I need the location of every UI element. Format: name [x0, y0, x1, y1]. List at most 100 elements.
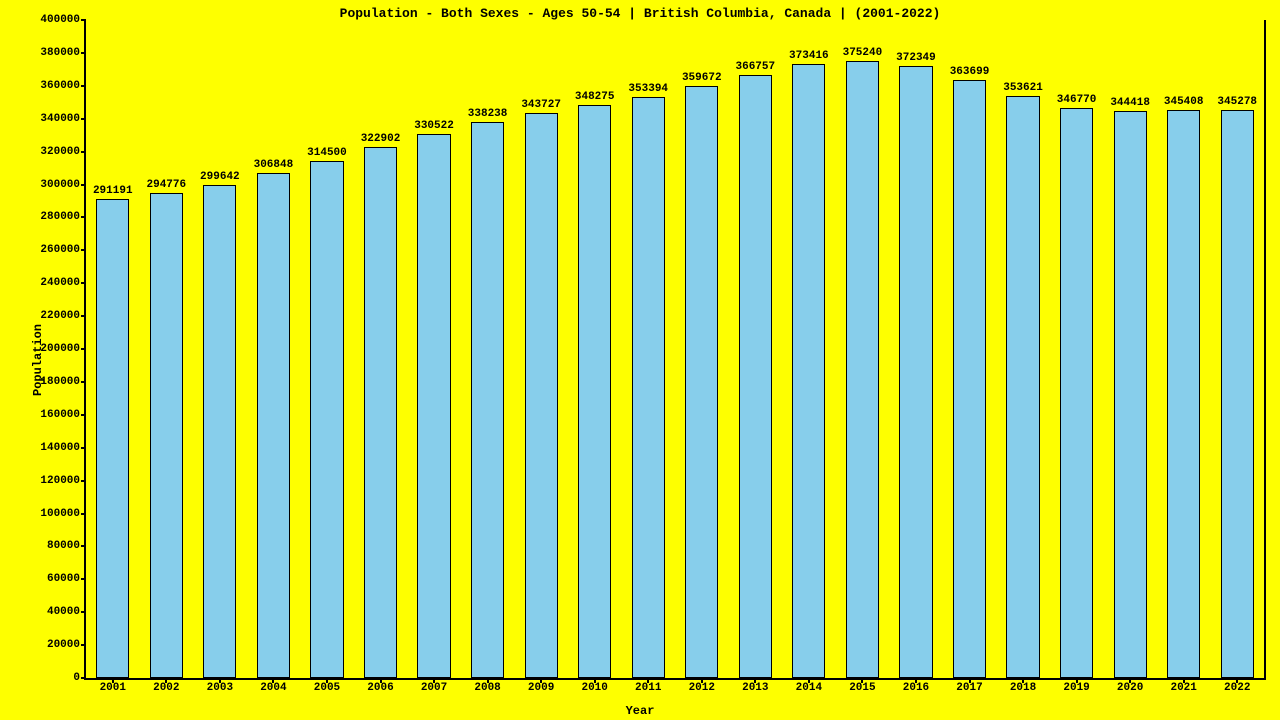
- y-tick-mark: [81, 216, 86, 218]
- y-tick-label: 220000: [40, 310, 86, 322]
- x-tick-mark: [1076, 678, 1078, 683]
- y-tick-label: 300000: [40, 179, 86, 191]
- bar: [150, 193, 183, 678]
- bar-value-label: 343727: [521, 99, 561, 111]
- bar: [899, 66, 932, 679]
- bar-value-label: 346770: [1057, 94, 1097, 106]
- y-tick-label: 140000: [40, 442, 86, 454]
- bar-value-label: 294776: [147, 179, 187, 191]
- bar: [792, 64, 825, 678]
- bar-value-label: 353394: [628, 83, 668, 95]
- y-tick-mark: [81, 19, 86, 21]
- bar-value-label: 353621: [1003, 82, 1043, 94]
- y-tick-mark: [81, 249, 86, 251]
- bar: [364, 147, 397, 678]
- bar: [310, 161, 343, 678]
- x-tick-mark: [594, 678, 596, 683]
- bar-value-label: 338238: [468, 108, 508, 120]
- x-tick-mark: [1129, 678, 1131, 683]
- bar-value-label: 363699: [950, 66, 990, 78]
- bar-value-label: 345408: [1164, 96, 1204, 108]
- bar-value-label: 375240: [843, 47, 883, 59]
- bar: [203, 185, 236, 678]
- y-tick-label: 360000: [40, 80, 86, 92]
- x-tick-mark: [1022, 678, 1024, 683]
- x-tick-mark: [754, 678, 756, 683]
- x-tick-mark: [540, 678, 542, 683]
- y-tick-label: 280000: [40, 211, 86, 223]
- y-tick-mark: [81, 348, 86, 350]
- y-tick-mark: [81, 545, 86, 547]
- y-tick-mark: [81, 282, 86, 284]
- y-tick-mark: [81, 85, 86, 87]
- x-tick-mark: [112, 678, 114, 683]
- bar: [1060, 108, 1093, 678]
- y-tick-mark: [81, 118, 86, 120]
- y-tick-mark: [81, 151, 86, 153]
- y-tick-label: 340000: [40, 113, 86, 125]
- bar: [578, 105, 611, 678]
- y-tick-mark: [81, 578, 86, 580]
- x-tick-mark: [219, 678, 221, 683]
- y-tick-mark: [81, 677, 86, 679]
- x-tick-mark: [915, 678, 917, 683]
- bar-value-label: 345278: [1217, 96, 1257, 108]
- x-tick-mark: [861, 678, 863, 683]
- x-tick-mark: [1183, 678, 1185, 683]
- bar-value-label: 348275: [575, 91, 615, 103]
- y-tick-mark: [81, 513, 86, 515]
- x-tick-mark: [647, 678, 649, 683]
- y-tick-label: 160000: [40, 409, 86, 421]
- y-tick-mark: [81, 184, 86, 186]
- x-axis-label: Year: [0, 704, 1280, 718]
- bar-value-label: 299642: [200, 171, 240, 183]
- bar: [417, 134, 450, 678]
- bar-value-label: 322902: [361, 133, 401, 145]
- y-tick-label: 260000: [40, 244, 86, 256]
- x-tick-mark: [272, 678, 274, 683]
- plot-area: 0200004000060000800001000001200001400001…: [84, 20, 1266, 680]
- y-tick-label: 120000: [40, 475, 86, 487]
- bar: [525, 113, 558, 678]
- bar-value-label: 291191: [93, 185, 133, 197]
- bar-value-label: 314500: [307, 147, 347, 159]
- bar: [257, 173, 290, 678]
- y-tick-label: 400000: [40, 14, 86, 26]
- x-tick-mark: [969, 678, 971, 683]
- bar-value-label: 330522: [414, 120, 454, 132]
- bar-value-label: 366757: [736, 61, 776, 73]
- bar-value-label: 344418: [1110, 97, 1150, 109]
- y-tick-mark: [81, 414, 86, 416]
- x-tick-mark: [487, 678, 489, 683]
- bar: [1167, 110, 1200, 678]
- y-tick-mark: [81, 52, 86, 54]
- y-tick-label: 380000: [40, 47, 86, 59]
- y-tick-mark: [81, 447, 86, 449]
- bar: [739, 75, 772, 678]
- x-tick-mark: [326, 678, 328, 683]
- x-tick-mark: [433, 678, 435, 683]
- y-tick-mark: [81, 381, 86, 383]
- bar-value-label: 373416: [789, 50, 829, 62]
- chart-title: Population - Both Sexes - Ages 50-54 | B…: [0, 6, 1280, 21]
- y-tick-label: 180000: [40, 376, 86, 388]
- bar: [1006, 96, 1039, 678]
- y-tick-label: 240000: [40, 277, 86, 289]
- bar: [685, 86, 718, 678]
- y-tick-mark: [81, 315, 86, 317]
- bar: [953, 80, 986, 678]
- bar-value-label: 306848: [254, 159, 294, 171]
- y-tick-mark: [81, 611, 86, 613]
- bar: [96, 199, 129, 678]
- chart-container: Population - Both Sexes - Ages 50-54 | B…: [0, 0, 1280, 720]
- y-tick-mark: [81, 480, 86, 482]
- y-tick-label: 320000: [40, 146, 86, 158]
- bar-value-label: 372349: [896, 52, 936, 64]
- bar: [846, 61, 879, 678]
- x-tick-mark: [1236, 678, 1238, 683]
- y-tick-label: 200000: [40, 343, 86, 355]
- bar: [1114, 111, 1147, 678]
- bar: [471, 122, 504, 678]
- x-tick-mark: [701, 678, 703, 683]
- x-tick-mark: [165, 678, 167, 683]
